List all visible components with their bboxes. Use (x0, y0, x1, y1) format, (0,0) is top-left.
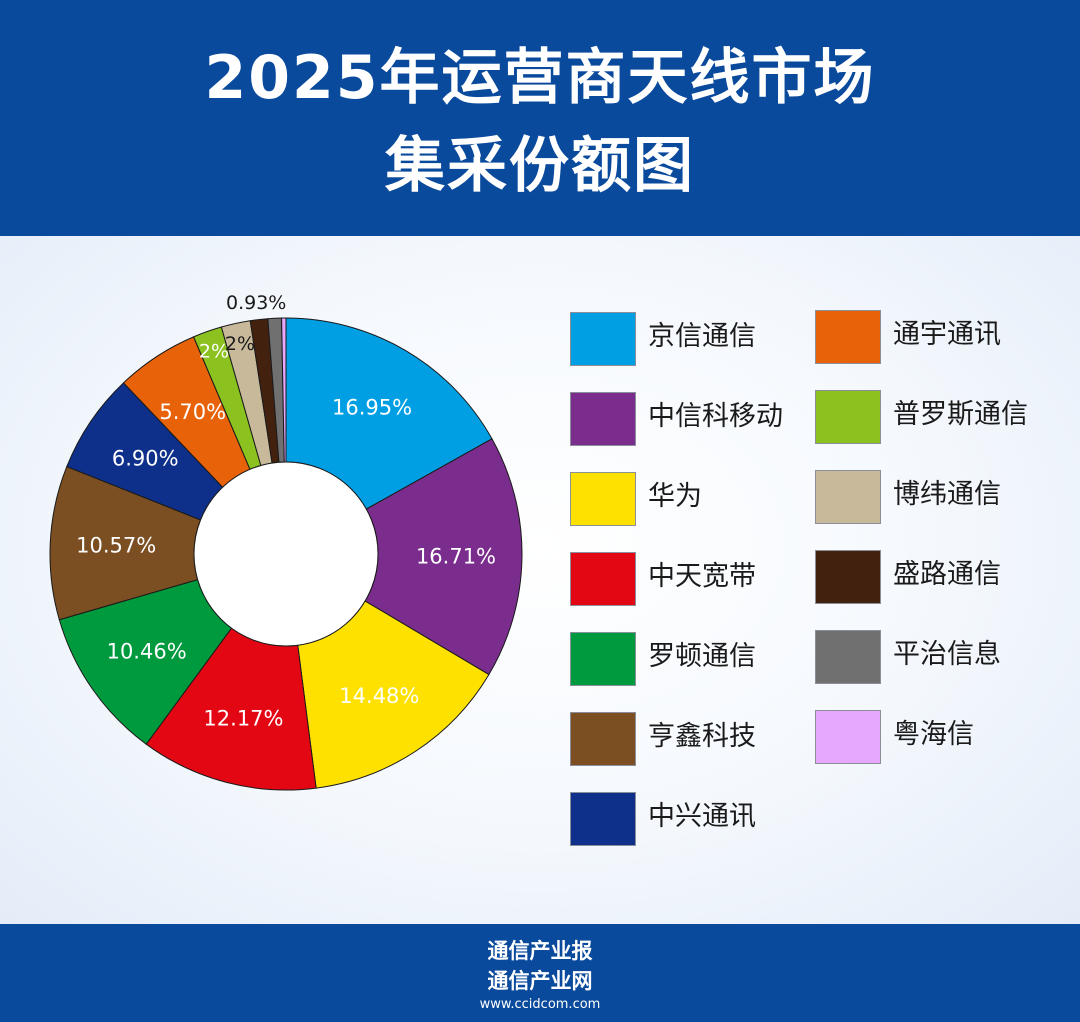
data-label-8: 2% (199, 340, 229, 362)
legend-label: 华为 (648, 481, 702, 512)
legend-swatch (815, 310, 881, 364)
legend-label: 中兴通讯 (648, 801, 756, 832)
data-label-9: 2% (225, 333, 255, 355)
legend-swatch (570, 632, 636, 686)
donut-hole (193, 461, 379, 647)
page-title-line1: 2025年运营商天线市场 (204, 43, 876, 113)
data-label-1: 16.71% (416, 544, 496, 568)
legend-label: 中信科移动 (648, 401, 783, 432)
legend-label: 罗顿通信 (648, 641, 756, 672)
donut-chart: 16.95% 16.71% 14.48% 12.17% 10.46% 10.57% 6.90… (49, 292, 523, 791)
legend-label: 京信通信 (648, 321, 756, 352)
data-label-3: 12.17% (203, 707, 283, 731)
legend-swatch (570, 712, 636, 766)
legend-swatch (815, 470, 881, 524)
legend-label: 亨鑫科技 (648, 721, 756, 752)
data-label-11: 0.93% (226, 292, 286, 314)
legend-label: 博纬通信 (893, 479, 1001, 510)
legend-swatch (815, 390, 881, 444)
header-banner: 2025年运营商天线市场 集采份额图 (0, 0, 1080, 236)
legend-swatch (815, 630, 881, 684)
data-label-5: 10.57% (76, 534, 156, 558)
footer-publication-name: 通信产业报 (487, 939, 593, 963)
legend-label: 盛路通信 (893, 559, 1001, 590)
legend-swatch (815, 550, 881, 604)
legend-label: 粤海信 (893, 719, 974, 750)
legend-swatch (815, 710, 881, 764)
chart-area: 16.95% 16.71% 14.48% 12.17% 10.46% 10.57% 6.90… (0, 236, 1080, 924)
footer-website-name: 通信产业网 (487, 969, 593, 993)
data-label-0: 16.95% (332, 395, 412, 419)
legend-label: 平治信息 (893, 639, 1001, 670)
legend-label: 中天宽带 (648, 561, 756, 592)
data-label-4: 10.46% (107, 639, 187, 663)
legend-label: 通宇通讯 (893, 319, 1001, 350)
legend-swatch (570, 312, 636, 366)
legend-swatch (570, 792, 636, 846)
legend-swatch (570, 392, 636, 446)
data-label-6: 6.90% (112, 447, 179, 471)
footer-banner: 通信产业报 通信产业网 www.ccidcom.com (0, 924, 1080, 1022)
legend-swatch (570, 472, 636, 526)
legend-swatch (570, 552, 636, 606)
page-title-line2: 集采份额图 (385, 131, 695, 201)
data-label-2: 14.48% (339, 684, 419, 708)
legend-label: 普罗斯通信 (893, 399, 1028, 430)
footer-url: www.ccidcom.com (479, 997, 601, 1012)
data-label-7: 5.70% (159, 400, 226, 424)
